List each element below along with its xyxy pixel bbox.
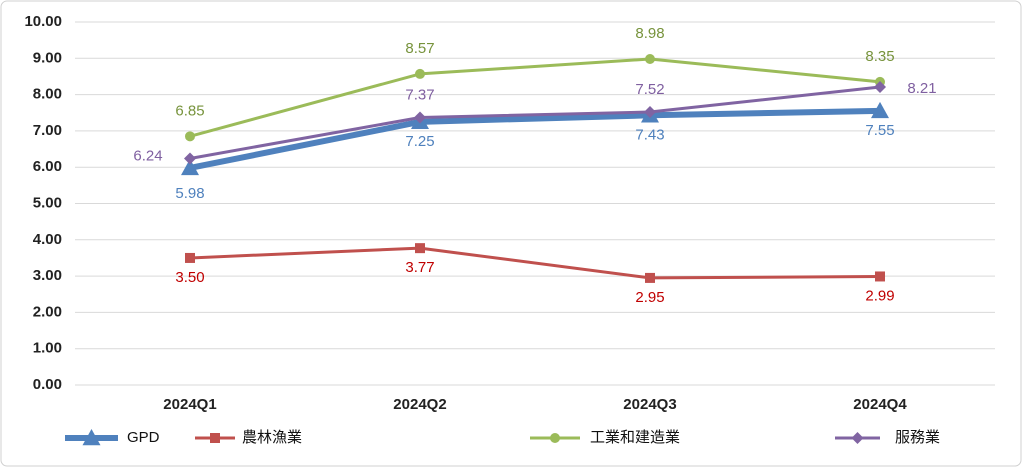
point-marker bbox=[415, 243, 425, 254]
data-label: 8.35 bbox=[865, 48, 894, 65]
point-marker bbox=[185, 252, 195, 263]
point-marker bbox=[415, 68, 425, 79]
point-marker bbox=[645, 54, 655, 65]
y-tick-label: 2.00 bbox=[33, 303, 62, 320]
point-marker bbox=[875, 271, 885, 282]
point-marker bbox=[185, 131, 195, 142]
point-marker bbox=[414, 111, 426, 124]
x-tick-label: 2024Q3 bbox=[623, 396, 676, 413]
legend-marker bbox=[851, 432, 864, 444]
data-label: 7.25 bbox=[405, 133, 434, 150]
point-marker bbox=[644, 106, 656, 119]
y-tick-label: 8.00 bbox=[33, 86, 62, 103]
legend-label: 工業和建造業 bbox=[590, 429, 680, 446]
y-tick-label: 3.00 bbox=[33, 267, 62, 284]
y-tick-label: 10.00 bbox=[24, 13, 62, 30]
legend-label: 服務業 bbox=[895, 429, 940, 446]
data-label: 8.57 bbox=[405, 40, 434, 57]
data-label: 2.95 bbox=[635, 289, 664, 306]
data-label: 7.52 bbox=[635, 81, 664, 98]
x-tick-label: 2024Q1 bbox=[163, 396, 216, 413]
y-tick-label: 0.00 bbox=[33, 376, 62, 393]
x-tick-label: 2024Q4 bbox=[853, 396, 907, 413]
y-tick-label: 5.00 bbox=[33, 194, 62, 211]
point-marker bbox=[874, 80, 886, 93]
y-tick-label: 7.00 bbox=[33, 122, 62, 139]
point-marker bbox=[871, 101, 889, 119]
legend-marker bbox=[550, 433, 560, 443]
data-label: 8.21 bbox=[907, 80, 936, 97]
data-label: 3.77 bbox=[405, 259, 434, 276]
legend-marker bbox=[82, 429, 101, 446]
y-tick-label: 4.00 bbox=[33, 231, 62, 248]
y-tick-label: 9.00 bbox=[33, 49, 62, 66]
y-tick-label: 6.00 bbox=[33, 158, 62, 175]
data-label: 8.98 bbox=[635, 25, 664, 42]
data-label: 5.98 bbox=[175, 185, 204, 202]
legend-label: 農林漁業 bbox=[242, 429, 302, 446]
series-line bbox=[189, 246, 881, 280]
data-label: 2.99 bbox=[865, 287, 894, 304]
data-label: 7.43 bbox=[635, 126, 664, 143]
point-marker bbox=[645, 272, 655, 283]
series-line bbox=[189, 85, 881, 160]
data-label: 6.85 bbox=[175, 102, 204, 119]
data-label: 7.55 bbox=[865, 122, 894, 139]
series-line bbox=[189, 107, 881, 171]
y-tick-label: 1.00 bbox=[33, 340, 62, 357]
data-label: 6.24 bbox=[133, 147, 162, 164]
point-marker bbox=[184, 152, 196, 165]
data-label: 3.50 bbox=[175, 269, 204, 286]
legend-marker bbox=[210, 433, 220, 443]
legend-label: GPD bbox=[127, 429, 160, 446]
series-line bbox=[189, 57, 881, 138]
data-label: 7.37 bbox=[405, 86, 434, 103]
point-marker bbox=[181, 158, 199, 176]
x-tick-label: 2024Q2 bbox=[393, 396, 446, 413]
